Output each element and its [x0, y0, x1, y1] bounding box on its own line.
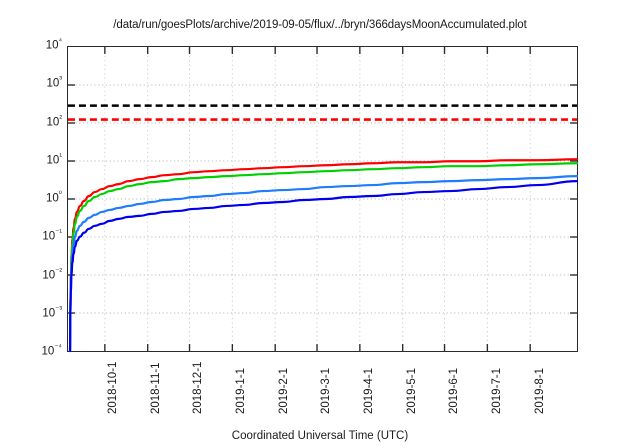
- x-axis-tick-labels: 2018-10-1 2018-11-1 2018-12-1 2019-1-1 2019-…: [67, 356, 578, 436]
- x-tick-label: 2019-1-1: [235, 367, 247, 414]
- y-tick-label: 10⁻³: [42, 304, 62, 319]
- y-axis-tick-labels: 10⁴ 10³ 10² 10¹ 10⁰ 10⁻¹ 10⁻² 10⁻³ 10⁻⁴: [12, 37, 62, 357]
- x-tick-label: 2019-7-1: [491, 367, 503, 414]
- series-line-accumulated-dose-red: [68, 158, 579, 353]
- x-tick-label: 2018-11-1: [150, 362, 162, 414]
- y-tick-label: 10³: [46, 74, 62, 90]
- series-line-accumulated-dose-light-blue: [68, 175, 579, 353]
- y-tick-label: 10⁰: [45, 189, 62, 205]
- x-tick-label: 2018-10-1: [107, 361, 119, 414]
- x-tick-label: 2019-6-1: [448, 367, 460, 414]
- x-tick-label: 2019-3-1: [320, 367, 332, 414]
- x-tick-label: 2018-12-1: [192, 361, 204, 414]
- x-tick-label: 2019-2-1: [278, 367, 290, 414]
- x-tick-label: 2019-8-1: [534, 367, 546, 414]
- series-line-accumulated-dose-green: [68, 162, 579, 353]
- y-tick-label: 10⁻¹: [42, 227, 62, 243]
- y-tick-label: 10⁴: [45, 36, 62, 52]
- gridlines: [68, 47, 577, 351]
- y-tick-label: 10⁻⁴: [41, 342, 62, 358]
- plot-area: [67, 46, 579, 353]
- chart-title: /data/run/goesPlots/archive/2019-09-05/f…: [113, 19, 527, 31]
- data-series-layer: [68, 158, 579, 353]
- threshold-lines-layer: [68, 104, 577, 121]
- x-tick-label: 2019-5-1: [406, 367, 418, 414]
- x-tick-label: 2019-4-1: [363, 367, 375, 414]
- y-tick-label: 10⁻²: [42, 265, 62, 281]
- y-tick-label: 10²: [46, 112, 62, 128]
- y-tick-label: 10¹: [46, 151, 62, 166]
- series-line-accumulated-dose-dark-blue: [68, 180, 579, 353]
- x-axis-label: Coordinated Universal Time (UTC): [231, 430, 409, 442]
